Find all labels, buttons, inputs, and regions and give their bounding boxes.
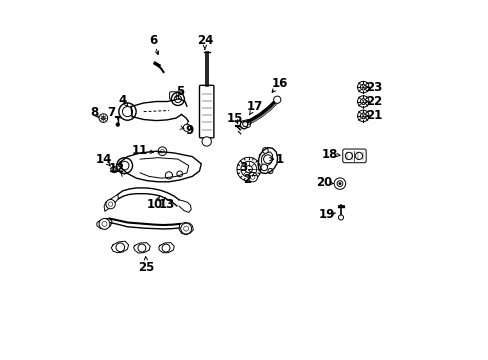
Text: 24: 24 xyxy=(196,34,213,47)
Circle shape xyxy=(267,168,272,174)
Circle shape xyxy=(165,172,172,179)
Circle shape xyxy=(357,96,368,107)
Circle shape xyxy=(263,155,272,163)
Circle shape xyxy=(171,93,184,105)
Circle shape xyxy=(360,113,366,119)
Text: 17: 17 xyxy=(246,100,262,113)
Circle shape xyxy=(273,96,280,103)
Circle shape xyxy=(357,81,368,93)
Circle shape xyxy=(240,122,247,129)
Text: 23: 23 xyxy=(365,81,382,94)
Circle shape xyxy=(333,178,345,189)
Circle shape xyxy=(122,107,132,117)
Circle shape xyxy=(262,148,268,153)
Text: 9: 9 xyxy=(185,124,194,137)
Text: 5: 5 xyxy=(176,85,184,98)
Circle shape xyxy=(116,243,124,252)
Circle shape xyxy=(338,182,341,185)
Circle shape xyxy=(244,166,252,173)
Circle shape xyxy=(116,123,120,126)
Circle shape xyxy=(357,110,368,122)
Text: 22: 22 xyxy=(365,95,382,108)
Circle shape xyxy=(338,215,343,220)
Circle shape xyxy=(174,95,181,103)
Circle shape xyxy=(183,124,190,131)
Text: 7: 7 xyxy=(107,106,115,119)
Circle shape xyxy=(360,99,366,104)
Circle shape xyxy=(158,147,166,156)
FancyBboxPatch shape xyxy=(199,85,213,138)
Circle shape xyxy=(360,84,366,90)
Circle shape xyxy=(138,244,145,252)
Circle shape xyxy=(106,199,115,209)
Circle shape xyxy=(247,172,257,182)
Text: 8: 8 xyxy=(90,106,98,119)
Text: 4: 4 xyxy=(119,94,127,107)
Circle shape xyxy=(355,152,362,159)
Circle shape xyxy=(345,152,352,159)
Circle shape xyxy=(119,103,136,120)
Circle shape xyxy=(336,181,342,186)
FancyBboxPatch shape xyxy=(169,92,182,99)
Text: 12: 12 xyxy=(108,162,124,175)
Text: 20: 20 xyxy=(316,176,332,189)
Text: 1: 1 xyxy=(275,153,283,166)
Circle shape xyxy=(99,219,110,229)
Circle shape xyxy=(242,122,247,127)
Text: 18: 18 xyxy=(321,148,338,161)
Circle shape xyxy=(181,223,191,234)
Circle shape xyxy=(241,161,256,177)
Text: 10: 10 xyxy=(147,198,163,211)
Circle shape xyxy=(117,158,132,174)
Text: 6: 6 xyxy=(149,34,158,47)
Text: 3: 3 xyxy=(239,161,246,174)
Circle shape xyxy=(111,167,116,172)
Text: 15: 15 xyxy=(226,112,243,125)
Text: 25: 25 xyxy=(138,261,154,274)
Text: 2: 2 xyxy=(243,173,251,186)
Circle shape xyxy=(99,114,107,122)
Circle shape xyxy=(177,171,182,177)
Text: 13: 13 xyxy=(158,198,174,211)
Circle shape xyxy=(237,157,260,181)
Circle shape xyxy=(261,164,267,171)
Text: 14: 14 xyxy=(96,153,112,166)
Circle shape xyxy=(162,244,170,252)
Circle shape xyxy=(120,161,129,170)
Text: 16: 16 xyxy=(271,77,287,90)
Text: 21: 21 xyxy=(365,109,382,122)
Circle shape xyxy=(202,137,211,146)
FancyBboxPatch shape xyxy=(342,149,366,163)
Text: 19: 19 xyxy=(318,208,334,221)
Text: 11: 11 xyxy=(132,144,148,157)
